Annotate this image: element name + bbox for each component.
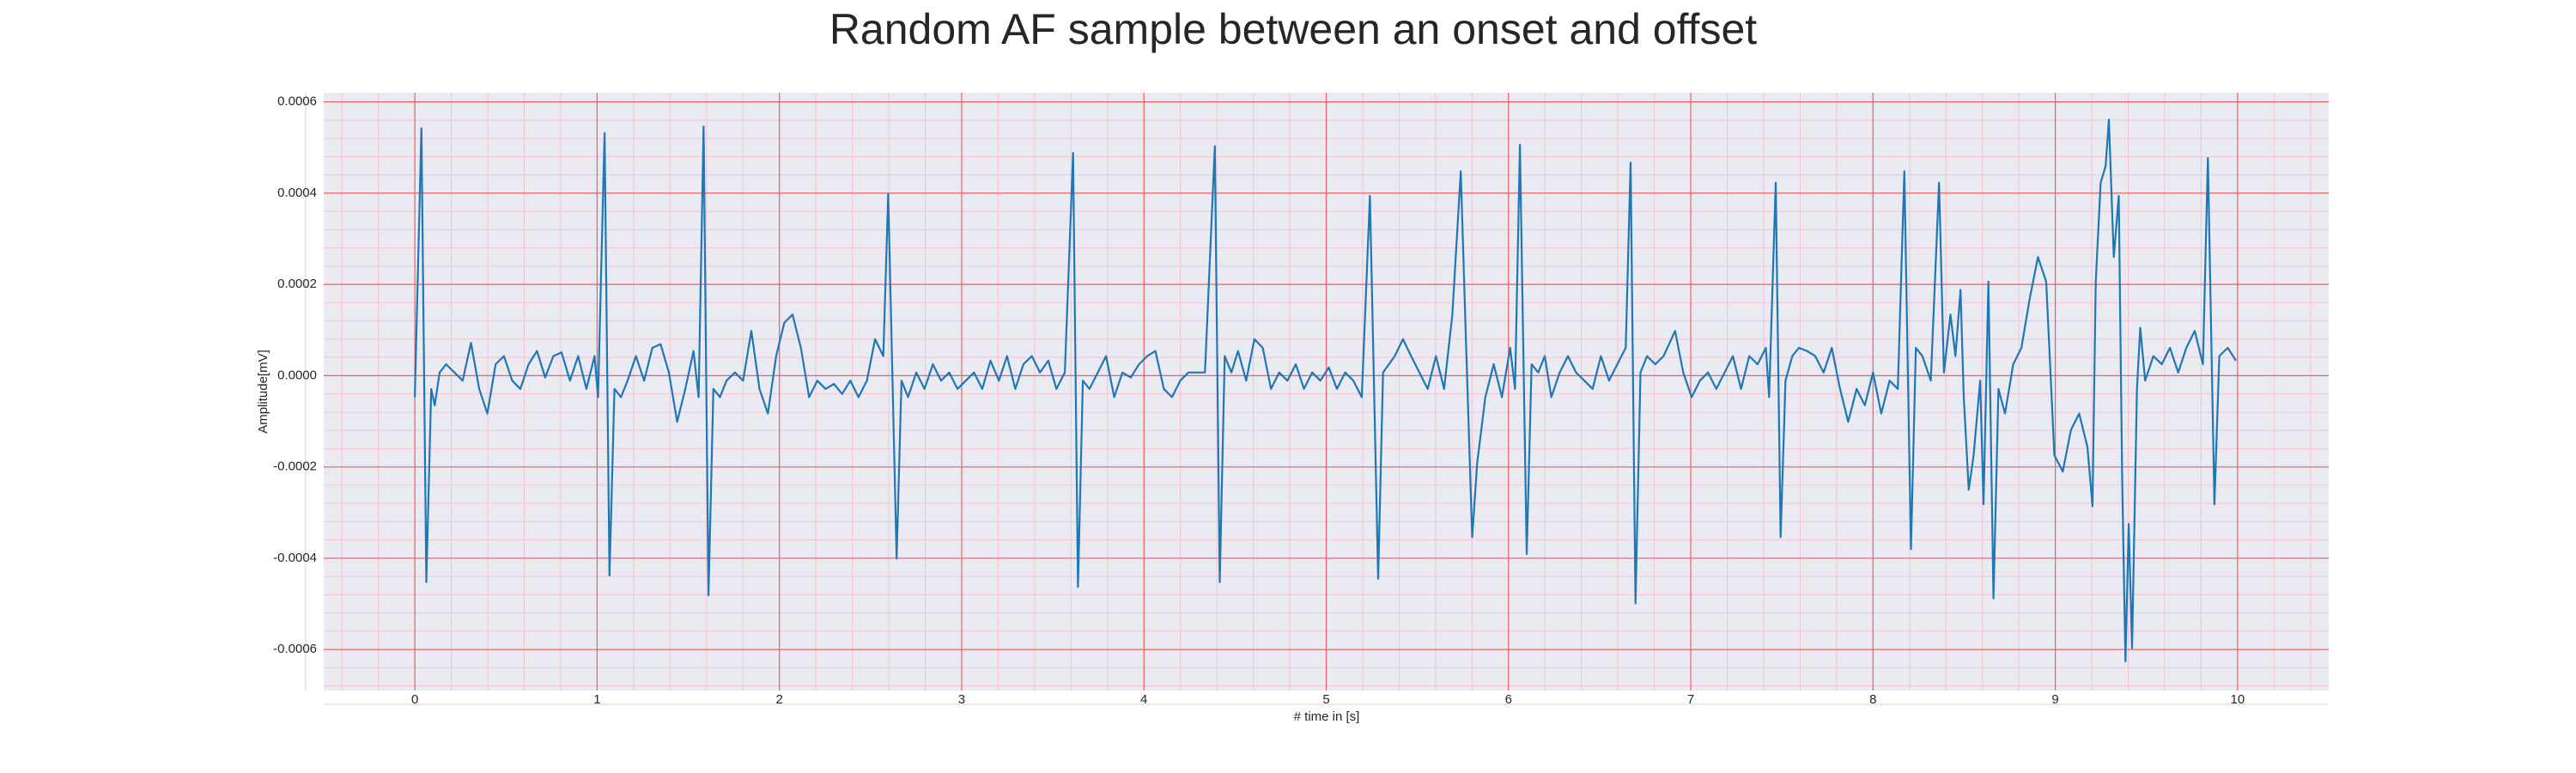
y-tick-label: 0.0004 [277, 186, 317, 200]
x-tick-label: 2 [776, 692, 783, 707]
y-tick-label: 0.0002 [277, 277, 317, 291]
x-tick-label: 1 [593, 692, 600, 707]
x-tick-label: 8 [1869, 692, 1876, 707]
y-tick-label: -0.0004 [273, 551, 317, 565]
y-axis-label: Amplitude[mV] [256, 350, 270, 434]
x-tick-label: 7 [1687, 692, 1694, 707]
data-line [414, 119, 2237, 663]
y-tick-label: -0.0006 [273, 642, 317, 656]
x-tick-label: 3 [958, 692, 965, 707]
x-tick-label: 9 [2051, 692, 2058, 707]
x-tick-label: 0 [411, 692, 418, 707]
x-tick-label: 6 [1505, 692, 1512, 707]
x-axis-label: # time in [s] [1294, 709, 1360, 724]
chart-title: Random AF sample between an onset and of… [829, 5, 1757, 53]
y-tick-label: 0.0006 [277, 94, 317, 109]
x-tick-label: 5 [1322, 692, 1329, 707]
x-tick-label: 4 [1140, 692, 1147, 707]
y-tick-label: 0.0000 [277, 368, 317, 382]
y-tick-label: -0.0002 [273, 460, 317, 474]
x-tick-label: 10 [2231, 692, 2245, 707]
